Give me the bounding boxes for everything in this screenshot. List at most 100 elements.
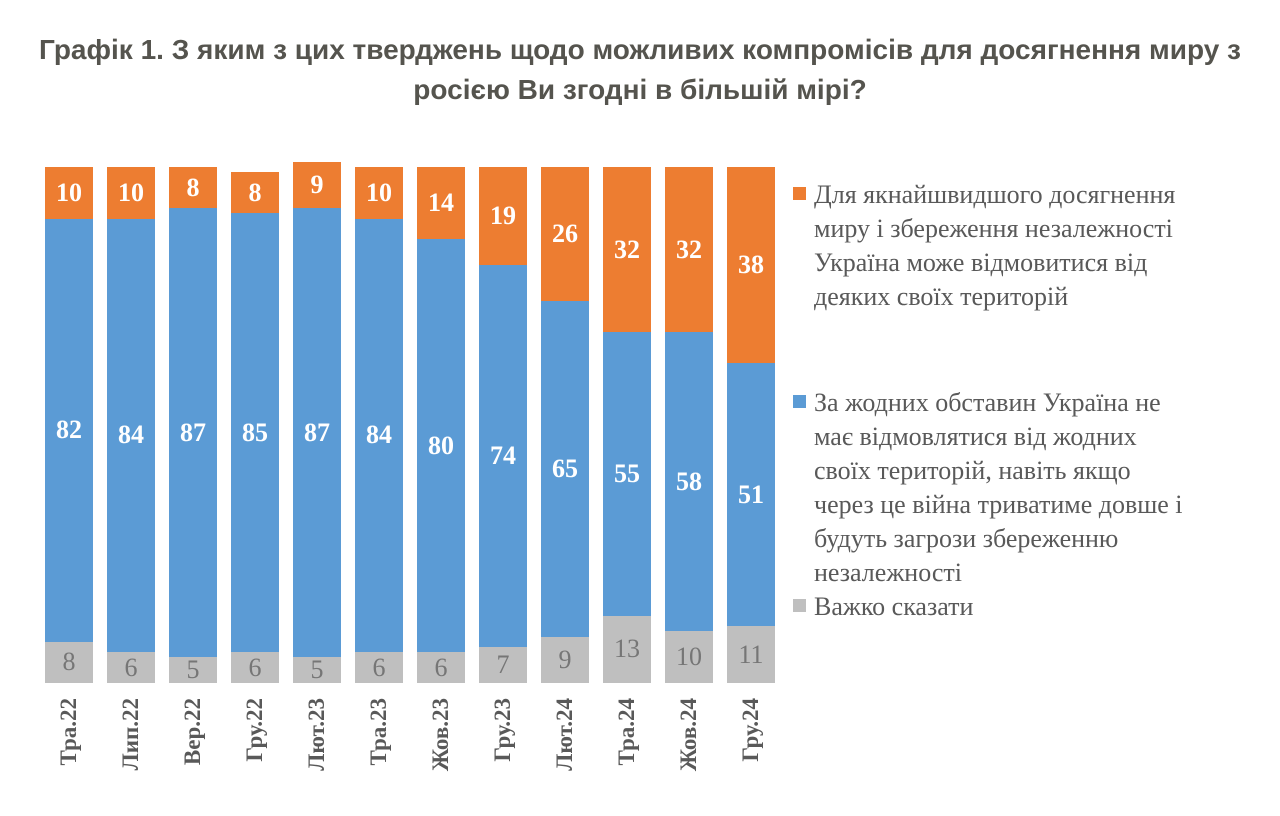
x-tick-Жов.24: Жов.24 <box>665 698 713 810</box>
data-label: 11 <box>738 639 764 669</box>
legend-label: Важко сказати <box>814 592 974 621</box>
data-label: 87 <box>304 417 330 447</box>
x-tick-Гру.23: Гру.23 <box>479 698 527 810</box>
legend-item: Важко сказати <box>793 590 973 624</box>
data-label: 26 <box>552 219 578 249</box>
data-label: 10 <box>366 177 392 207</box>
x-tick-Тра.23: Тра.23 <box>355 698 403 810</box>
x-tick-Жов.23: Жов.23 <box>417 698 465 810</box>
bar-Тра.22: 10 82 8 <box>45 167 93 683</box>
x-tick-label: Тра.23 <box>366 698 391 766</box>
bar-segment: 5 <box>293 657 341 683</box>
bar-segment: 58 <box>665 332 713 632</box>
x-tick-label: Гру.22 <box>242 698 267 762</box>
data-label: 9 <box>558 644 572 674</box>
legend-marker-icon <box>793 599 806 612</box>
data-label: 7 <box>496 649 510 679</box>
bar-segment: 13 <box>603 615 651 683</box>
bar-segment: 51 <box>727 363 775 627</box>
x-tick-Гру.24: Гру.24 <box>727 698 775 810</box>
data-label: 74 <box>490 440 516 470</box>
legend: Для якнайшвидшого досягнення миру і збер… <box>793 0 1258 816</box>
data-label: 8 <box>186 172 200 202</box>
x-tick-label: Тра.22 <box>56 698 81 766</box>
data-label: 85 <box>242 417 268 447</box>
data-label: 38 <box>738 250 764 280</box>
data-label: 6 <box>124 652 138 682</box>
bar-segment: 74 <box>479 265 527 647</box>
data-label: 65 <box>552 453 578 483</box>
data-label: 84 <box>366 420 392 450</box>
data-label: 8 <box>62 647 76 677</box>
bar-segment: 5 <box>169 657 217 683</box>
legend-marker-icon <box>793 395 806 408</box>
data-label: 9 <box>310 170 324 200</box>
bar-Жов.23: 14 80 6 <box>417 167 465 683</box>
data-label: 10 <box>56 177 82 207</box>
bar-segment: 6 <box>417 652 465 683</box>
data-label: 8 <box>248 177 262 207</box>
legend-marker-icon <box>793 187 806 200</box>
bar-segment: 32 <box>603 167 651 333</box>
bar-segment: 10 <box>107 167 155 219</box>
x-tick-label: Тра.24 <box>614 698 639 766</box>
bar-Жов.24: 32 58 10 <box>665 167 713 683</box>
x-axis-labels: Тра.22 Лип.22 Вер.22 Гру.22 Лют.23 Тра.23 Жов.… <box>45 698 775 810</box>
data-label: 10 <box>118 177 144 207</box>
bar-segment: 80 <box>417 239 465 653</box>
legend-item: Для якнайшвидшого досягнення миру і збер… <box>793 178 1175 314</box>
data-label: 5 <box>310 655 324 685</box>
bar-segment: 84 <box>107 218 155 653</box>
bar-Вер.22: 8 87 5 <box>169 167 217 683</box>
bar-segment: 55 <box>603 332 651 616</box>
x-tick-Вер.22: Вер.22 <box>169 698 217 810</box>
bar-segment: 87 <box>293 208 341 658</box>
bar-Лют.24: 26 65 9 <box>541 167 589 683</box>
x-tick-label: Лют.24 <box>552 698 577 771</box>
bar-segment: 6 <box>355 652 403 683</box>
x-tick-label: Лют.23 <box>304 698 329 771</box>
data-label: 13 <box>614 634 640 664</box>
bar-segment: 7 <box>479 646 527 683</box>
x-tick-Лют.24: Лют.24 <box>541 698 589 810</box>
bar-segment: 6 <box>107 652 155 683</box>
data-label: 87 <box>180 417 206 447</box>
bar-segment: 9 <box>541 636 589 683</box>
data-label: 6 <box>372 652 386 682</box>
chart-title: Графік 1. З яким з цих тверджень щодо мо… <box>39 34 1241 105</box>
data-label: 32 <box>676 234 702 264</box>
legend-item: За жодних обставин Україна не має відмов… <box>793 386 1183 590</box>
bar-Лип.22: 10 84 6 <box>107 167 155 683</box>
bar-segment: 10 <box>355 167 403 219</box>
plot-area: 10 82 8 10 84 6 8 87 5 8 85 6 9 87 5 10 84 6 14 80 6 19 74 7 26 6… <box>45 161 775 683</box>
x-tick-label: Лип.22 <box>118 698 143 771</box>
bar-segment: 8 <box>231 172 279 214</box>
data-label: 55 <box>614 459 640 489</box>
bar-Тра.24: 32 55 13 <box>603 167 651 683</box>
data-label: 82 <box>56 415 82 445</box>
bar-segment: 11 <box>727 626 775 683</box>
data-label: 14 <box>428 188 454 218</box>
bar-segment: 32 <box>665 167 713 333</box>
x-tick-Лют.23: Лют.23 <box>293 698 341 810</box>
data-label: 19 <box>490 201 516 231</box>
bar-segment: 85 <box>231 213 279 653</box>
legend-label: Для якнайшвидшого досягнення миру і збер… <box>814 180 1176 311</box>
bar-segment: 9 <box>293 161 341 209</box>
legend-label: За жодних обставин Україна не має відмов… <box>814 388 1183 587</box>
bar-Лют.23: 9 87 5 <box>293 161 341 683</box>
bar-segment: 8 <box>169 167 217 209</box>
bar-segment: 10 <box>45 167 93 219</box>
bar-segment: 26 <box>541 167 589 302</box>
x-tick-label: Жов.23 <box>428 698 453 772</box>
x-tick-label: Гру.23 <box>490 698 515 762</box>
bar-Тра.23: 10 84 6 <box>355 167 403 683</box>
x-tick-label: Гру.24 <box>738 698 763 762</box>
data-label: 6 <box>434 652 448 682</box>
bar-Гру.23: 19 74 7 <box>479 167 527 683</box>
x-tick-Тра.22: Тра.22 <box>45 698 93 810</box>
data-label: 5 <box>186 655 200 685</box>
bar-segment: 65 <box>541 301 589 637</box>
data-label: 80 <box>428 430 454 460</box>
